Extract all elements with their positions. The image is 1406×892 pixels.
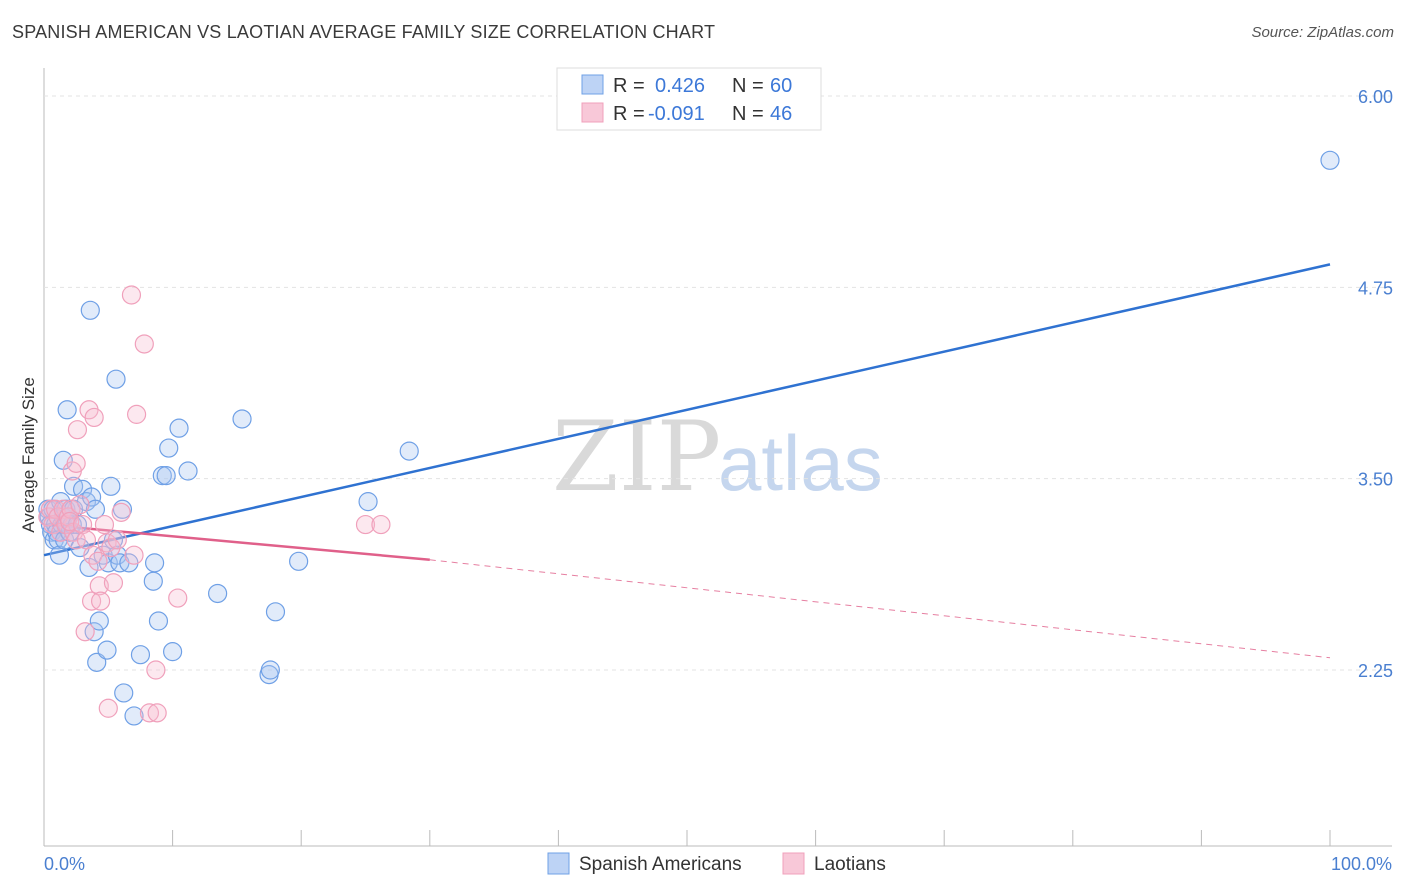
y-tick-label: 2.25 (1358, 661, 1393, 681)
data-point-spanish-american (114, 683, 134, 703)
legend-r-value-pink: -0.091 (648, 103, 705, 125)
source-credit: Source: ZipAtlas.com (1251, 24, 1394, 41)
chart-title: SPANISH AMERICAN VS LAOTIAN AVERAGE FAMI… (12, 22, 716, 42)
data-point-spanish-american (81, 487, 102, 507)
y-tick-label: 3.50 (1358, 470, 1393, 490)
x-tick-label-min: 0.0% (44, 854, 85, 874)
data-point-spanish-american (87, 652, 107, 672)
data-point-laotian (355, 514, 376, 535)
data-point-spanish-american (106, 369, 126, 389)
series-laotians (38, 285, 391, 723)
data-point-spanish-american (49, 545, 70, 565)
data-point-spanish-american (148, 611, 169, 631)
data-point-laotian (98, 698, 118, 718)
data-point-spanish-american (80, 300, 100, 320)
data-point-laotian (70, 495, 90, 515)
legend-n-label-pink: N = (732, 103, 764, 125)
data-point-spanish-american (85, 499, 106, 519)
data-point-laotian (168, 588, 188, 608)
data-point-laotian (107, 530, 127, 550)
legend-n-label-blue: N = (732, 75, 764, 97)
data-point-spanish-american (208, 583, 228, 604)
data-point-spanish-american (101, 476, 121, 496)
series-legend: Spanish Americans Laotians (547, 852, 886, 875)
data-point-spanish-american (57, 400, 77, 420)
data-point-spanish-american (169, 418, 189, 438)
data-point-spanish-american (124, 706, 144, 726)
legend-n-value-blue: 60 (770, 75, 792, 97)
legend-swatch-pink (581, 102, 604, 123)
data-point-spanish-american (289, 551, 309, 571)
legend-swatch-spanish-americans (547, 852, 570, 875)
data-point-spanish-american (89, 611, 109, 631)
data-point-laotian (111, 502, 131, 522)
data-point-spanish-american (159, 438, 179, 458)
data-point-spanish-american (144, 553, 165, 573)
x-tick-label-max: 100.0% (1331, 854, 1392, 874)
data-point-laotian (134, 334, 154, 354)
data-point-laotian (84, 407, 104, 428)
trend-line-laotians-extended (429, 559, 1331, 659)
data-point-spanish-american (178, 461, 198, 481)
correlation-legend: R = 0.426 N = 60 R = -0.091 N = 46 (556, 67, 822, 131)
data-point-spanish-american (1320, 150, 1340, 170)
legend-r-label-blue: R = (613, 75, 645, 97)
data-point-spanish-american (163, 642, 183, 662)
y-tick-label: 4.75 (1358, 278, 1393, 298)
data-point-laotian (139, 703, 160, 723)
y-axis-label: Average Family Size (19, 377, 38, 533)
legend-label-spanish-americans: Spanish Americans (579, 854, 742, 875)
data-point-spanish-american (232, 409, 252, 429)
data-point-laotian (83, 545, 103, 565)
data-point-spanish-american (97, 640, 117, 660)
data-point-spanish-american (265, 602, 286, 622)
data-point-laotian (75, 622, 95, 642)
data-point-laotian (371, 514, 391, 535)
data-point-laotian (72, 514, 93, 535)
y-tick-label: 6.00 (1358, 87, 1393, 107)
data-point-laotian (103, 573, 124, 593)
x-tick-marks (43, 830, 1331, 846)
data-point-spanish-american (107, 545, 127, 565)
data-point-laotian (66, 453, 86, 473)
data-point-laotian (89, 576, 109, 596)
legend-r-value-blue: 0.426 (655, 75, 705, 97)
legend-swatch-laotians (782, 852, 805, 875)
data-point-laotian (90, 591, 111, 611)
legend-r-label-pink: R = (613, 103, 645, 125)
data-point-spanish-american (143, 571, 163, 591)
data-point-spanish-american (358, 492, 378, 512)
trend-line-spanish-americans (43, 263, 1331, 557)
data-point-laotian (121, 285, 142, 305)
watermark-zip: ZIP (552, 401, 721, 513)
legend-label-laotians: Laotians (814, 854, 886, 875)
legend-swatch-blue (581, 74, 604, 95)
y-tick-labels: 2.25 3.50 4.75 6.00 (1358, 87, 1393, 681)
trend-line-laotians (43, 523, 430, 562)
trend-lines (43, 263, 1331, 659)
gridlines (44, 95, 1392, 671)
data-point-spanish-american (260, 660, 280, 680)
data-point-laotian (147, 703, 167, 723)
data-point-spanish-american (156, 466, 176, 486)
data-point-laotian (67, 420, 88, 440)
data-point-spanish-american (399, 441, 419, 461)
data-point-laotian (88, 551, 108, 571)
data-point-laotian (126, 404, 147, 424)
data-point-laotian (101, 537, 121, 558)
data-point-laotian (146, 660, 166, 680)
data-point-spanish-american (130, 645, 151, 665)
legend-n-value-pink: 46 (770, 103, 792, 125)
data-point-laotian (124, 545, 144, 565)
data-point-laotian (61, 499, 81, 519)
watermark-atlas: atlas (718, 419, 883, 507)
data-point-laotian (94, 514, 115, 535)
